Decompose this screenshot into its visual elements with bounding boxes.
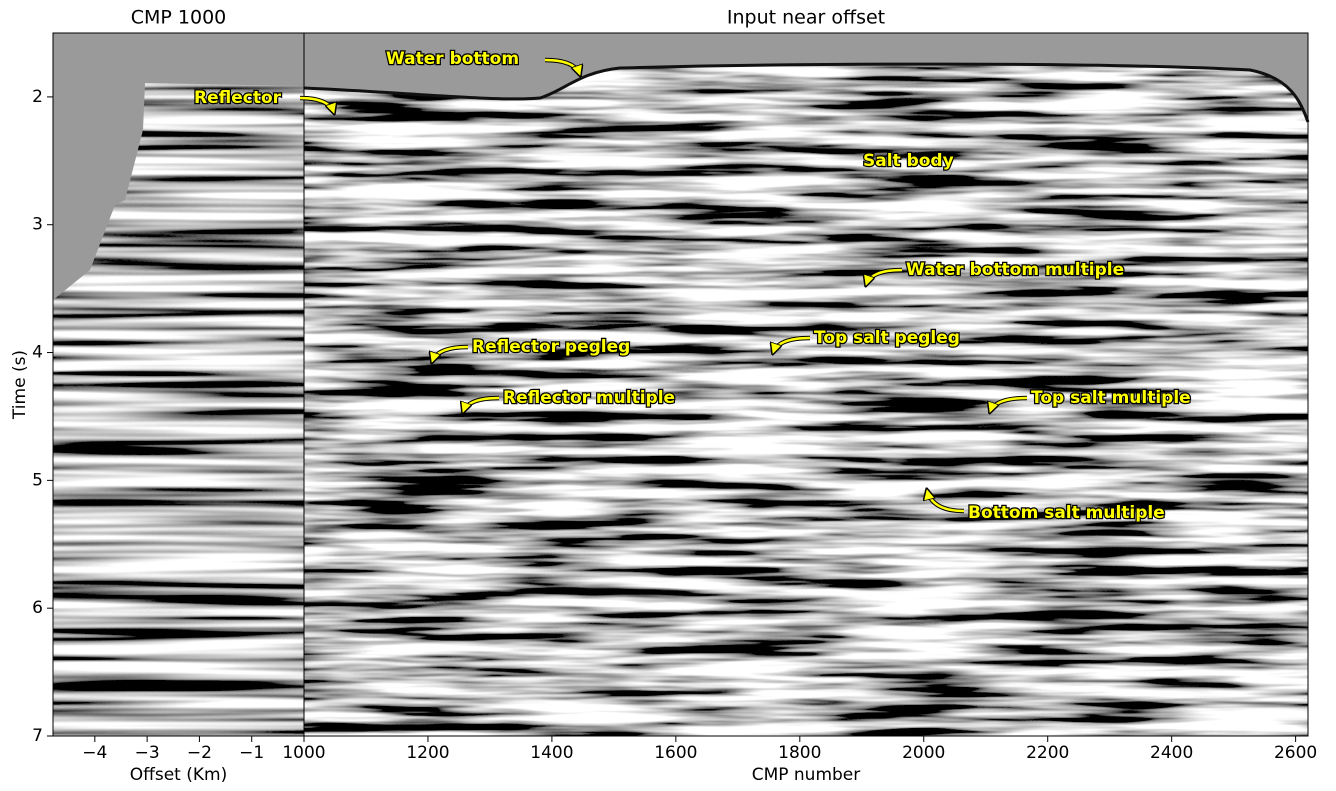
x-tick-label: −2 xyxy=(187,743,212,763)
annotation: Salt body xyxy=(863,151,954,171)
annotation-arrow xyxy=(544,58,580,75)
annotation: Reflector xyxy=(194,88,282,108)
right-frame xyxy=(303,32,1309,737)
annotation-arrow xyxy=(866,268,903,285)
annotation: Reflector pegleg xyxy=(472,337,630,357)
x-tick-label: 1400 xyxy=(530,743,573,763)
y-tick-label: 6 xyxy=(32,598,43,618)
x-tick-label: 1200 xyxy=(406,743,449,763)
annotation: Top salt multiple xyxy=(1031,388,1191,408)
annotation-arrow xyxy=(773,336,811,353)
left-panel-image xyxy=(53,33,304,736)
x-tick-label: 2600 xyxy=(1274,743,1317,763)
y-tick-label: 2 xyxy=(32,87,43,107)
panel-title: Input near offset xyxy=(727,7,885,29)
annotation-arrow xyxy=(463,396,500,412)
annotation: Bottom salt multiple xyxy=(968,503,1165,523)
x-tick-label: 2200 xyxy=(1026,743,1069,763)
x-axis-label: Offset (Km) xyxy=(130,765,227,785)
y-axis-label: Time (s) xyxy=(10,350,30,420)
annotation-arrow xyxy=(927,490,965,513)
x-tick-label: 2400 xyxy=(1150,743,1193,763)
right-panel-image xyxy=(303,33,1310,736)
x-tick-label: 1800 xyxy=(778,743,821,763)
y-tick-label: 4 xyxy=(32,343,43,363)
y-tick-label: 5 xyxy=(32,470,43,490)
annotation: Water bottom multiple xyxy=(906,260,1124,280)
annotation: Reflector multiple xyxy=(503,388,675,408)
x-tick-label: −4 xyxy=(82,743,107,763)
y-tick-label: 7 xyxy=(32,726,43,746)
x-tick-label: 1600 xyxy=(654,743,697,763)
annotation-arrow xyxy=(432,345,469,362)
panel-title: CMP 1000 xyxy=(131,7,227,29)
y-tick-label: 3 xyxy=(32,215,43,235)
x-tick-label: −3 xyxy=(135,743,160,763)
annotation: Top salt pegleg xyxy=(814,328,960,348)
x-tick-label: 1000 xyxy=(282,743,325,763)
x-tick-label: 2000 xyxy=(902,743,945,763)
x-tick-label: −1 xyxy=(239,743,264,763)
x-axis-label: CMP number xyxy=(752,765,861,785)
annotation-arrow xyxy=(299,96,334,113)
annotation-arrow xyxy=(990,396,1028,412)
annotation: Water bottom xyxy=(386,49,519,69)
